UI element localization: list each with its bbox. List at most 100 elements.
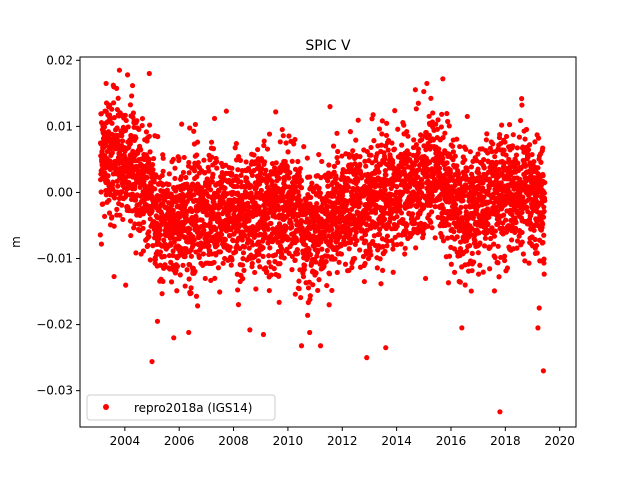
data-point xyxy=(319,158,325,165)
data-point xyxy=(335,159,341,166)
data-point xyxy=(503,133,510,140)
data-point xyxy=(440,155,446,161)
data-point xyxy=(210,210,216,216)
data-point xyxy=(246,216,252,223)
data-point xyxy=(162,262,168,268)
data-point xyxy=(220,260,226,266)
data-point xyxy=(253,286,259,292)
data-point xyxy=(346,246,352,252)
data-point xyxy=(122,112,128,118)
data-point xyxy=(292,166,299,172)
data-point xyxy=(261,159,268,165)
data-point xyxy=(188,290,194,296)
data-point xyxy=(535,325,541,331)
data-point xyxy=(405,133,411,139)
data-point xyxy=(301,144,307,150)
data-point xyxy=(327,104,333,110)
data-point xyxy=(519,229,525,236)
data-point xyxy=(240,276,246,282)
data-point xyxy=(260,331,267,338)
data-point xyxy=(480,269,486,275)
data-point xyxy=(415,174,421,180)
data-point xyxy=(305,312,311,318)
data-point xyxy=(428,219,434,225)
data-point xyxy=(409,211,416,217)
data-point xyxy=(412,87,418,93)
y-tick-label: 0.00 xyxy=(46,185,73,199)
data-point xyxy=(502,257,508,264)
data-point xyxy=(155,133,161,140)
data-point xyxy=(184,267,190,273)
data-point xyxy=(275,239,281,245)
data-point xyxy=(462,157,468,163)
data-point xyxy=(542,179,548,186)
data-point xyxy=(481,243,488,249)
data-point xyxy=(334,269,340,276)
data-point xyxy=(285,236,292,242)
data-point xyxy=(404,129,410,135)
data-point xyxy=(362,231,369,238)
data-point xyxy=(339,153,345,159)
data-point xyxy=(522,163,529,169)
data-point xyxy=(316,277,322,283)
data-point xyxy=(141,219,147,225)
data-point xyxy=(497,409,503,415)
data-point xyxy=(379,118,385,124)
data-point xyxy=(103,192,109,198)
data-point xyxy=(191,237,197,243)
data-point xyxy=(348,236,354,242)
data-point xyxy=(324,208,330,214)
data-point xyxy=(357,200,363,206)
data-point xyxy=(418,132,424,138)
data-point xyxy=(159,172,165,179)
data-point xyxy=(286,133,292,139)
data-point xyxy=(107,158,113,164)
data-point xyxy=(325,253,331,259)
data-point xyxy=(266,253,272,259)
data-point xyxy=(418,177,425,183)
data-point xyxy=(159,291,165,297)
data-point xyxy=(117,212,123,218)
data-point xyxy=(180,262,186,268)
data-point xyxy=(316,185,322,191)
data-point xyxy=(133,250,139,256)
data-point xyxy=(160,155,166,161)
data-point xyxy=(187,226,193,232)
data-point xyxy=(130,110,136,116)
data-point xyxy=(429,225,435,231)
data-point xyxy=(382,216,388,222)
data-point xyxy=(194,218,200,224)
data-point xyxy=(391,146,398,152)
data-point xyxy=(482,235,489,241)
data-point xyxy=(277,139,283,145)
data-point xyxy=(353,137,359,143)
data-point xyxy=(404,222,410,228)
data-point xyxy=(183,212,189,218)
data-point xyxy=(338,243,344,249)
data-point xyxy=(114,206,120,212)
data-point xyxy=(289,253,295,259)
data-point xyxy=(278,245,285,252)
data-point xyxy=(335,148,341,155)
data-point xyxy=(442,130,448,136)
data-point xyxy=(281,177,287,184)
data-point xyxy=(383,132,390,139)
data-point xyxy=(368,144,374,151)
data-point xyxy=(243,175,250,181)
data-point xyxy=(420,231,427,237)
data-point xyxy=(397,197,403,204)
data-point xyxy=(334,155,340,161)
data-point xyxy=(166,252,172,259)
data-point xyxy=(280,133,286,139)
data-point xyxy=(208,277,214,284)
data-point xyxy=(366,215,372,221)
data-point xyxy=(376,231,383,237)
data-point xyxy=(98,111,104,117)
data-point xyxy=(294,247,300,253)
data-point xyxy=(413,245,419,251)
data-point xyxy=(191,241,197,248)
data-point xyxy=(258,170,264,176)
data-point xyxy=(349,264,355,271)
data-point xyxy=(260,253,266,259)
data-point xyxy=(484,131,490,137)
